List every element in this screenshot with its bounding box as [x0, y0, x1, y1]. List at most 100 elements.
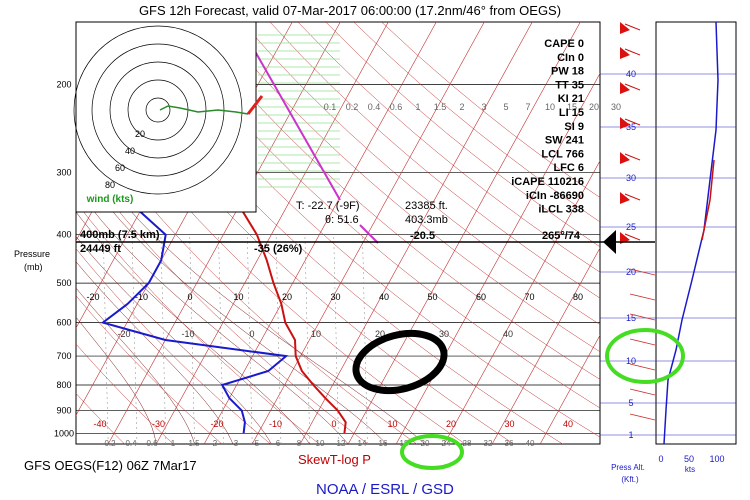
bottom-mr-label: 1	[171, 439, 176, 448]
isotherm-line	[299, 22, 533, 444]
wind-barb-shaft	[629, 363, 656, 371]
temp-tick-upper: 10	[233, 292, 243, 302]
temp-tick-lower: 30	[504, 419, 514, 429]
temp-tick-lower: -20	[210, 419, 223, 429]
pressure-tick: 600	[56, 318, 71, 328]
dry-adiabat	[186, 22, 600, 380]
mixing-ratio-label: 10	[545, 102, 555, 112]
bottom-mr-label: 2	[213, 439, 218, 448]
pressure-tick: 700	[56, 351, 71, 361]
index-ki: KI 21	[558, 93, 584, 105]
temp-tick-mid: -10	[181, 329, 194, 339]
wind-barb-shaft	[624, 153, 641, 161]
hodograph-ring-label: 40	[125, 146, 135, 156]
moist-adiabat	[76, 261, 234, 444]
temp-tick-upper: 30	[330, 292, 340, 302]
hand-drawn-circle	[352, 329, 448, 395]
wind-barb-flag	[620, 82, 630, 94]
pressure-tick: 900	[56, 406, 71, 416]
isotherm-line	[491, 247, 600, 444]
green-circle-right	[605, 328, 685, 384]
bottom-mr-label: 0.2	[104, 439, 116, 448]
index-ilcl: iLCL 338	[538, 204, 584, 216]
bottom-mr-label: 14	[358, 439, 367, 448]
temp-tick-upper: 80	[573, 292, 583, 302]
hodograph-ring	[145, 97, 171, 123]
dry-adiabat	[269, 22, 600, 299]
altitude-tick: 5	[628, 398, 633, 408]
moist-adiabat	[76, 211, 310, 444]
pressure-tick: 200	[56, 79, 71, 89]
temp-tick-lower: 0	[331, 419, 336, 429]
hodograph-ring	[73, 25, 243, 195]
index-icape: iCAPE 110216	[511, 176, 584, 188]
moist-adiabat	[76, 236, 272, 444]
mixing-ratio-label: 15	[567, 102, 577, 112]
mixing-ratio-label: 30	[611, 102, 621, 112]
bottom-mr-label: 3	[234, 439, 239, 448]
hodograph-panel	[75, 21, 257, 213]
hodograph-ring-label: 20	[135, 129, 145, 139]
bottom-mr-label: 16	[379, 439, 388, 448]
dry-adiabat	[76, 343, 174, 444]
index-icin: iCIn -86690	[526, 190, 584, 202]
index-lfc: LFC 6	[553, 162, 584, 174]
isotherm-line	[539, 334, 600, 444]
isotherm-line	[0, 22, 4, 444]
cursor-rh: -35 (26%)	[254, 243, 303, 255]
temp-tick-upper: -10	[135, 292, 148, 302]
pressure-tick: 500	[56, 278, 71, 288]
bottom-mr-label: 6	[276, 439, 281, 448]
bottom-mr-label: 40	[526, 439, 535, 448]
wind-barb-shaft	[629, 268, 656, 276]
temp-tick-upper: 40	[379, 292, 389, 302]
temp-tick-upper: -20	[86, 292, 99, 302]
dry-adiabat	[76, 248, 271, 444]
dry-adiabat	[241, 22, 600, 325]
temp-tick-upper: 50	[427, 292, 437, 302]
index-si: SI 9	[564, 121, 584, 133]
temp-tick-upper: 70	[524, 292, 534, 302]
moist-adiabat	[76, 287, 195, 444]
hodograph-upper-trace	[246, 95, 264, 115]
isotherm-line	[155, 22, 389, 444]
wind-barb-shaft	[629, 388, 656, 396]
wind-barb-flag	[620, 152, 630, 164]
wind-barb-shaft	[624, 193, 641, 201]
mixing-ratio-label: 1	[415, 102, 420, 112]
isotherm-line	[203, 22, 437, 444]
mixing-ratio-label: 7	[525, 102, 530, 112]
mixing-ratio-label: 0.6	[390, 102, 403, 112]
temp-tick-lower: 10	[387, 419, 397, 429]
green-circle-bottom	[400, 434, 464, 470]
speed-tick: 100	[709, 454, 724, 464]
index-tt: TT 35	[555, 79, 584, 91]
pressure-axis-label-2: (mb)	[24, 262, 43, 272]
index-lcl: LCL 766	[541, 148, 584, 160]
wind-barb-flag	[620, 232, 630, 244]
moist-adiabat	[76, 316, 157, 444]
dry-adiabat	[130, 22, 600, 438]
dry-adiabat	[76, 295, 223, 444]
pressure-tick: 300	[56, 167, 71, 177]
cursor-level: 400mb (7.5 km)	[80, 229, 160, 241]
cursor-wind: 265°/74	[542, 230, 581, 242]
temp-tick-lower: 40	[563, 419, 573, 429]
cursor-marker	[603, 230, 616, 254]
isotherm-line	[0, 22, 52, 444]
altitude-tick: 40	[626, 69, 636, 79]
bottom-mr-label: 8	[297, 439, 302, 448]
parcel-trace	[239, 24, 341, 201]
mixing-ratio-label: 2	[459, 102, 464, 112]
footer-center: SkewT-log P	[298, 452, 371, 467]
isotherm-line	[347, 22, 581, 444]
cursor-theta: θ: 51.6	[325, 214, 359, 226]
pressure-tick: 1000	[54, 428, 74, 438]
mixing-ratio-label: 0.4	[368, 102, 381, 112]
dry-adiabat	[297, 22, 600, 273]
hodograph-label: wind (kts)	[86, 194, 134, 205]
index-sw: SW 241	[545, 135, 584, 147]
cursor-level-ft: 24449 ft	[80, 243, 121, 255]
altitude-tick: 35	[626, 122, 636, 132]
temp-tick-mid: 30	[439, 329, 449, 339]
